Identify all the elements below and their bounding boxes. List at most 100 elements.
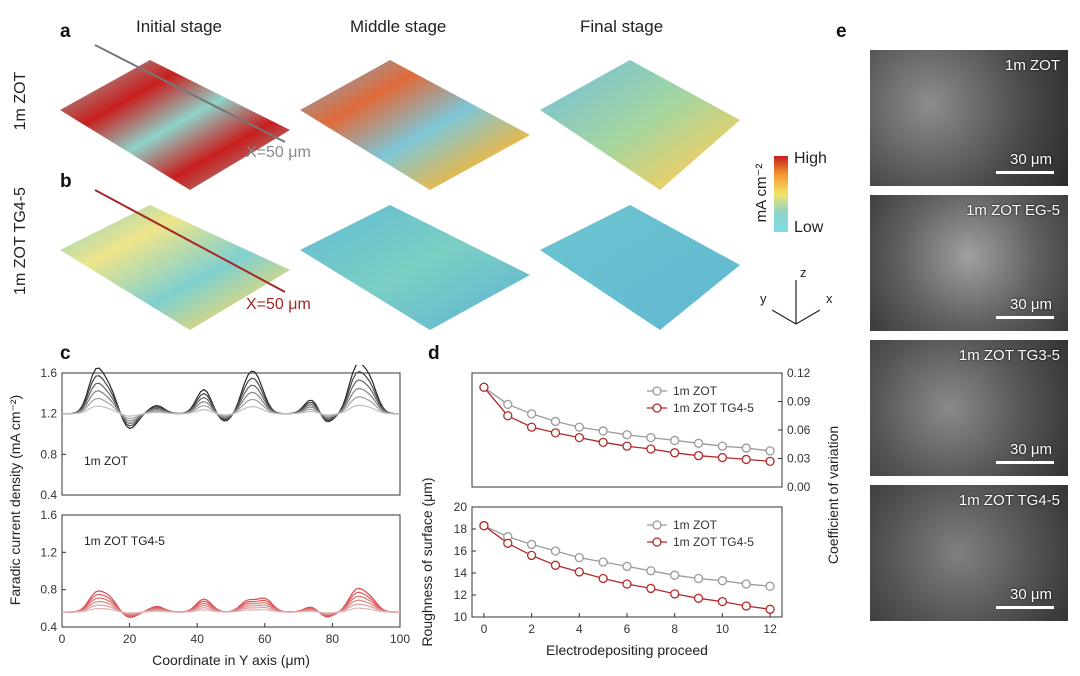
y-tick-label: 12 [454, 588, 468, 602]
legend-label: 1m ZOT TG4-5 [673, 401, 754, 415]
data-point [526, 539, 537, 550]
scale-bar [996, 606, 1054, 609]
data-point [598, 437, 608, 447]
y-tick-label: 18 [454, 522, 468, 536]
data-point [479, 521, 489, 531]
axis-x-label: x [826, 291, 833, 306]
data-point [693, 573, 704, 584]
data-point [717, 576, 728, 586]
axis-y-label: y [760, 291, 767, 306]
y-axis-label: Faradic current density (mA cm⁻²) [7, 395, 23, 605]
colorbar [774, 156, 788, 232]
data-point [670, 589, 680, 599]
chart-d: 0.00 0.03 0.06 0.09 0.12 1m ZOT 1m ZOT TG4-5 Co… [419, 366, 841, 658]
surface-b-middle [300, 205, 530, 330]
sem-image-1: 1m ZOT 30 μm [870, 50, 1068, 186]
surface-maps [60, 44, 740, 330]
sem-label: 1m ZOT TG3-5 [958, 347, 1060, 364]
scale-bar-label: 30 μm [1010, 296, 1052, 313]
y-tick-label: 10 [454, 610, 468, 624]
data-point [503, 411, 513, 421]
x-tick-label: 2 [528, 622, 535, 636]
legend-marker [652, 520, 662, 530]
y-tick-label: 0.06 [787, 423, 811, 437]
cross-section-line-b [94, 189, 286, 293]
data-point [550, 546, 561, 556]
x-tick-label: 80 [326, 632, 340, 646]
sem-label: 1m ZOT EG-5 [966, 202, 1060, 219]
stage-title-final: Final stage [580, 17, 664, 36]
panel-label-a: a [60, 21, 71, 42]
trace-1m-zot-tg4-5 [62, 607, 400, 614]
data-point [693, 451, 704, 461]
sem-image-2: 1m ZOT EG-5 30 μm [870, 195, 1068, 331]
y-axis-label-right: Coefficient of variation [825, 426, 841, 564]
y-tick-label: 0.8 [40, 447, 57, 461]
y-tick-label: 0.00 [787, 480, 811, 494]
x-tick-label: 0 [59, 632, 66, 646]
data-point [574, 422, 584, 432]
y-tick-label: 1.2 [40, 545, 57, 559]
cross-section-label-b: X=50 μm [246, 296, 311, 313]
scale-bar-label: 30 μm [1010, 151, 1052, 168]
scale-bar [996, 171, 1054, 174]
y-tick-label: 16 [454, 544, 468, 558]
scale-bar-label: 30 μm [1010, 441, 1052, 458]
data-point [479, 382, 489, 392]
x-axis-label: Coordinate in Y axis (μm) [152, 652, 310, 668]
sem-label: 1m ZOT TG4-5 [958, 492, 1060, 509]
data-point [646, 444, 656, 454]
plot-frame [61, 372, 401, 496]
legend-label: 1m ZOT [673, 518, 718, 532]
data-point [646, 432, 656, 443]
sem-image-4: 1m ZOT TG4-5 30 μm [870, 485, 1068, 621]
y-tick-label: 1.6 [40, 508, 57, 522]
data-point [765, 456, 775, 466]
y-tick-label: 0.4 [40, 488, 57, 502]
data-point [646, 566, 656, 576]
data-point [717, 452, 728, 463]
data-point [574, 552, 584, 563]
y-tick-label: 0.12 [787, 366, 811, 380]
legend-marker [652, 403, 662, 413]
data-point [765, 446, 775, 456]
scale-bar-label: 30 μm [1010, 586, 1052, 603]
stage-title-middle: Middle stage [350, 17, 447, 36]
x-tick-label: 6 [624, 622, 631, 636]
surface-a-initial [60, 60, 290, 190]
data-point [526, 550, 537, 561]
data-point [550, 428, 561, 438]
panel-label-b: b [60, 171, 72, 192]
data-point [670, 448, 680, 458]
y-tick-label: 0.03 [787, 452, 811, 466]
legend-label: 1m ZOT TG4-5 [673, 535, 754, 549]
y-tick-label: 14 [454, 566, 468, 580]
sem-label: 1m ZOT [1005, 57, 1060, 74]
x-tick-label: 0 [481, 622, 488, 636]
x-tick-label: 100 [390, 632, 410, 646]
data-point [526, 409, 537, 419]
data-point [765, 581, 775, 591]
surface-b-initial [60, 205, 290, 330]
x-tick-label: 20 [123, 632, 137, 646]
panel-label-d: d [428, 343, 440, 364]
legend-marker [652, 386, 662, 396]
subplot-label: 1m ZOT [84, 454, 129, 468]
x-tick-label: 60 [258, 632, 272, 646]
colorbar-high: High [794, 150, 827, 167]
data-point [526, 422, 537, 432]
sem-image-3: 1m ZOT TG3-5 30 μm [870, 340, 1068, 476]
legend-label: 1m ZOT [673, 384, 718, 398]
data-point [598, 426, 608, 436]
trace-1m-zot [62, 404, 400, 417]
y-tick-label: 0.4 [40, 620, 57, 634]
data-point [670, 435, 680, 446]
data-point [598, 557, 608, 567]
data-point [503, 399, 513, 409]
colorbar-unit: mA cm⁻² [753, 163, 770, 223]
data-point [622, 579, 632, 589]
x-tick-label: 40 [191, 632, 205, 646]
surface-b-final [540, 205, 740, 330]
data-point [741, 601, 751, 611]
y-axis-label: Roughness of surface (μm) [419, 477, 435, 646]
